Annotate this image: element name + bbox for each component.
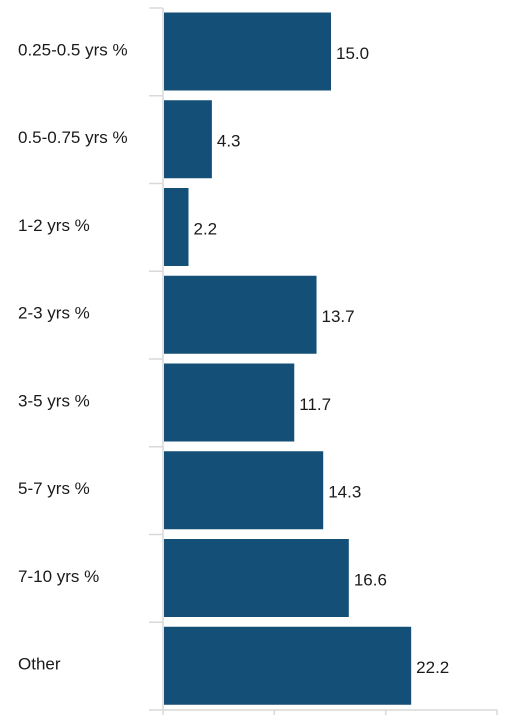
bar bbox=[164, 12, 331, 91]
bar bbox=[164, 539, 349, 617]
data-label: 14.3 bbox=[328, 483, 361, 502]
category-label: 0.25-0.5 yrs % bbox=[18, 40, 128, 59]
bar bbox=[164, 363, 295, 442]
category-label: 5-7 yrs % bbox=[18, 479, 90, 498]
category-label: 1-2 yrs % bbox=[18, 216, 90, 235]
bar bbox=[164, 100, 212, 179]
data-label: 11.7 bbox=[299, 395, 331, 414]
bar bbox=[164, 451, 324, 530]
data-label: 4.3 bbox=[217, 132, 241, 151]
category-label: 2-3 yrs % bbox=[18, 304, 90, 323]
category-label: 3-5 yrs % bbox=[18, 391, 90, 410]
data-label: 2.2 bbox=[193, 219, 217, 238]
data-label: 22.2 bbox=[416, 658, 449, 677]
bar bbox=[164, 626, 412, 705]
data-label: 16.6 bbox=[354, 570, 387, 589]
bar bbox=[164, 275, 317, 354]
category-label: 0.5-0.75 yrs % bbox=[18, 128, 128, 147]
data-label: 13.7 bbox=[322, 307, 355, 326]
data-label: 15.0 bbox=[336, 44, 369, 63]
category-label: 7-10 yrs % bbox=[18, 567, 99, 586]
category-label: Other bbox=[18, 655, 61, 674]
bar bbox=[164, 188, 189, 266]
